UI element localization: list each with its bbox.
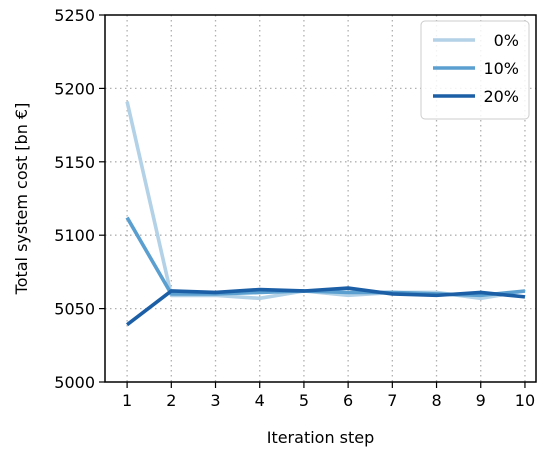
legend-label: 10% — [483, 59, 519, 78]
x-tick-label: 7 — [387, 391, 397, 410]
series-line-0 — [125, 101, 526, 301]
x-tick-label: 8 — [431, 391, 441, 410]
series-line-1 — [125, 216, 526, 298]
x-tick-label: 2 — [166, 391, 176, 410]
y-tick-label: 5100 — [54, 226, 95, 245]
legend-label: 20% — [483, 87, 519, 106]
axis-ticks: 1 2 3 4 5 6 7 8 9 10 5000 5050 5100 5150 5200 5250 — [54, 6, 535, 410]
x-tick-label: 3 — [210, 391, 220, 410]
y-tick-label: 5250 — [54, 6, 95, 25]
y-tick-label: 5050 — [54, 300, 95, 319]
plot-frame — [104, 14, 537, 383]
x-tick-label: 6 — [343, 391, 353, 410]
y-axis-label: Total system cost [bn €] — [12, 103, 31, 296]
series-lines — [125, 101, 526, 327]
series-line-2 — [126, 286, 526, 327]
x-tick-label: 10 — [515, 391, 535, 410]
x-tick-label: 4 — [255, 391, 265, 410]
legend: 0% 10% 20% — [420, 20, 530, 120]
x-axis-label: Iteration step — [267, 428, 375, 447]
legend-label: 0% — [494, 31, 519, 50]
x-tick-label: 5 — [299, 391, 309, 410]
y-tick-label: 5200 — [54, 79, 95, 98]
x-tick-label: 1 — [122, 391, 132, 410]
y-tick-label: 5000 — [54, 373, 95, 392]
x-tick-label: 9 — [476, 391, 486, 410]
y-tick-label: 5150 — [54, 153, 95, 172]
